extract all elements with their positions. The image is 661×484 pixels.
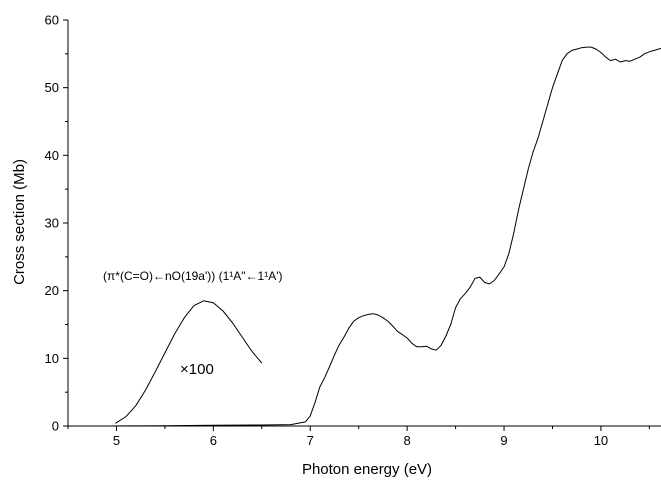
y-tick-label: 50 — [45, 80, 59, 95]
y-tick-label: 40 — [45, 148, 59, 163]
y-axis-title: Cross section (Mb) — [11, 159, 28, 285]
y-tick-label: 60 — [45, 13, 59, 28]
y-tick-label: 0 — [52, 419, 59, 434]
x-tick-label: 10 — [594, 433, 608, 448]
x-axis-title: Photon energy (eV) — [302, 461, 432, 478]
ticks-layer: 5 6 7 8 9 10 0 10 20 30 40 50 60 — [45, 13, 650, 448]
x-tick-label: 6 — [210, 433, 217, 448]
series-line-cross-section — [106, 46, 661, 427]
y-tick-label: 30 — [45, 216, 59, 231]
x-tick-label: 9 — [500, 433, 507, 448]
x-tick-label: 5 — [113, 433, 120, 448]
scale-factor-annotation: ×100 — [180, 361, 214, 378]
series-layer — [106, 46, 661, 427]
axes-layer — [67, 20, 661, 427]
x-tick-label: 8 — [404, 433, 411, 448]
y-tick-label: 10 — [45, 351, 59, 366]
x-tick-label: 7 — [307, 433, 314, 448]
series-line-scaled-band — [115, 300, 263, 424]
transition-annotation: (π*(C=O)←nO(19a')) (1¹A"←1¹A') — [103, 269, 282, 283]
y-tick-label: 20 — [45, 283, 59, 298]
